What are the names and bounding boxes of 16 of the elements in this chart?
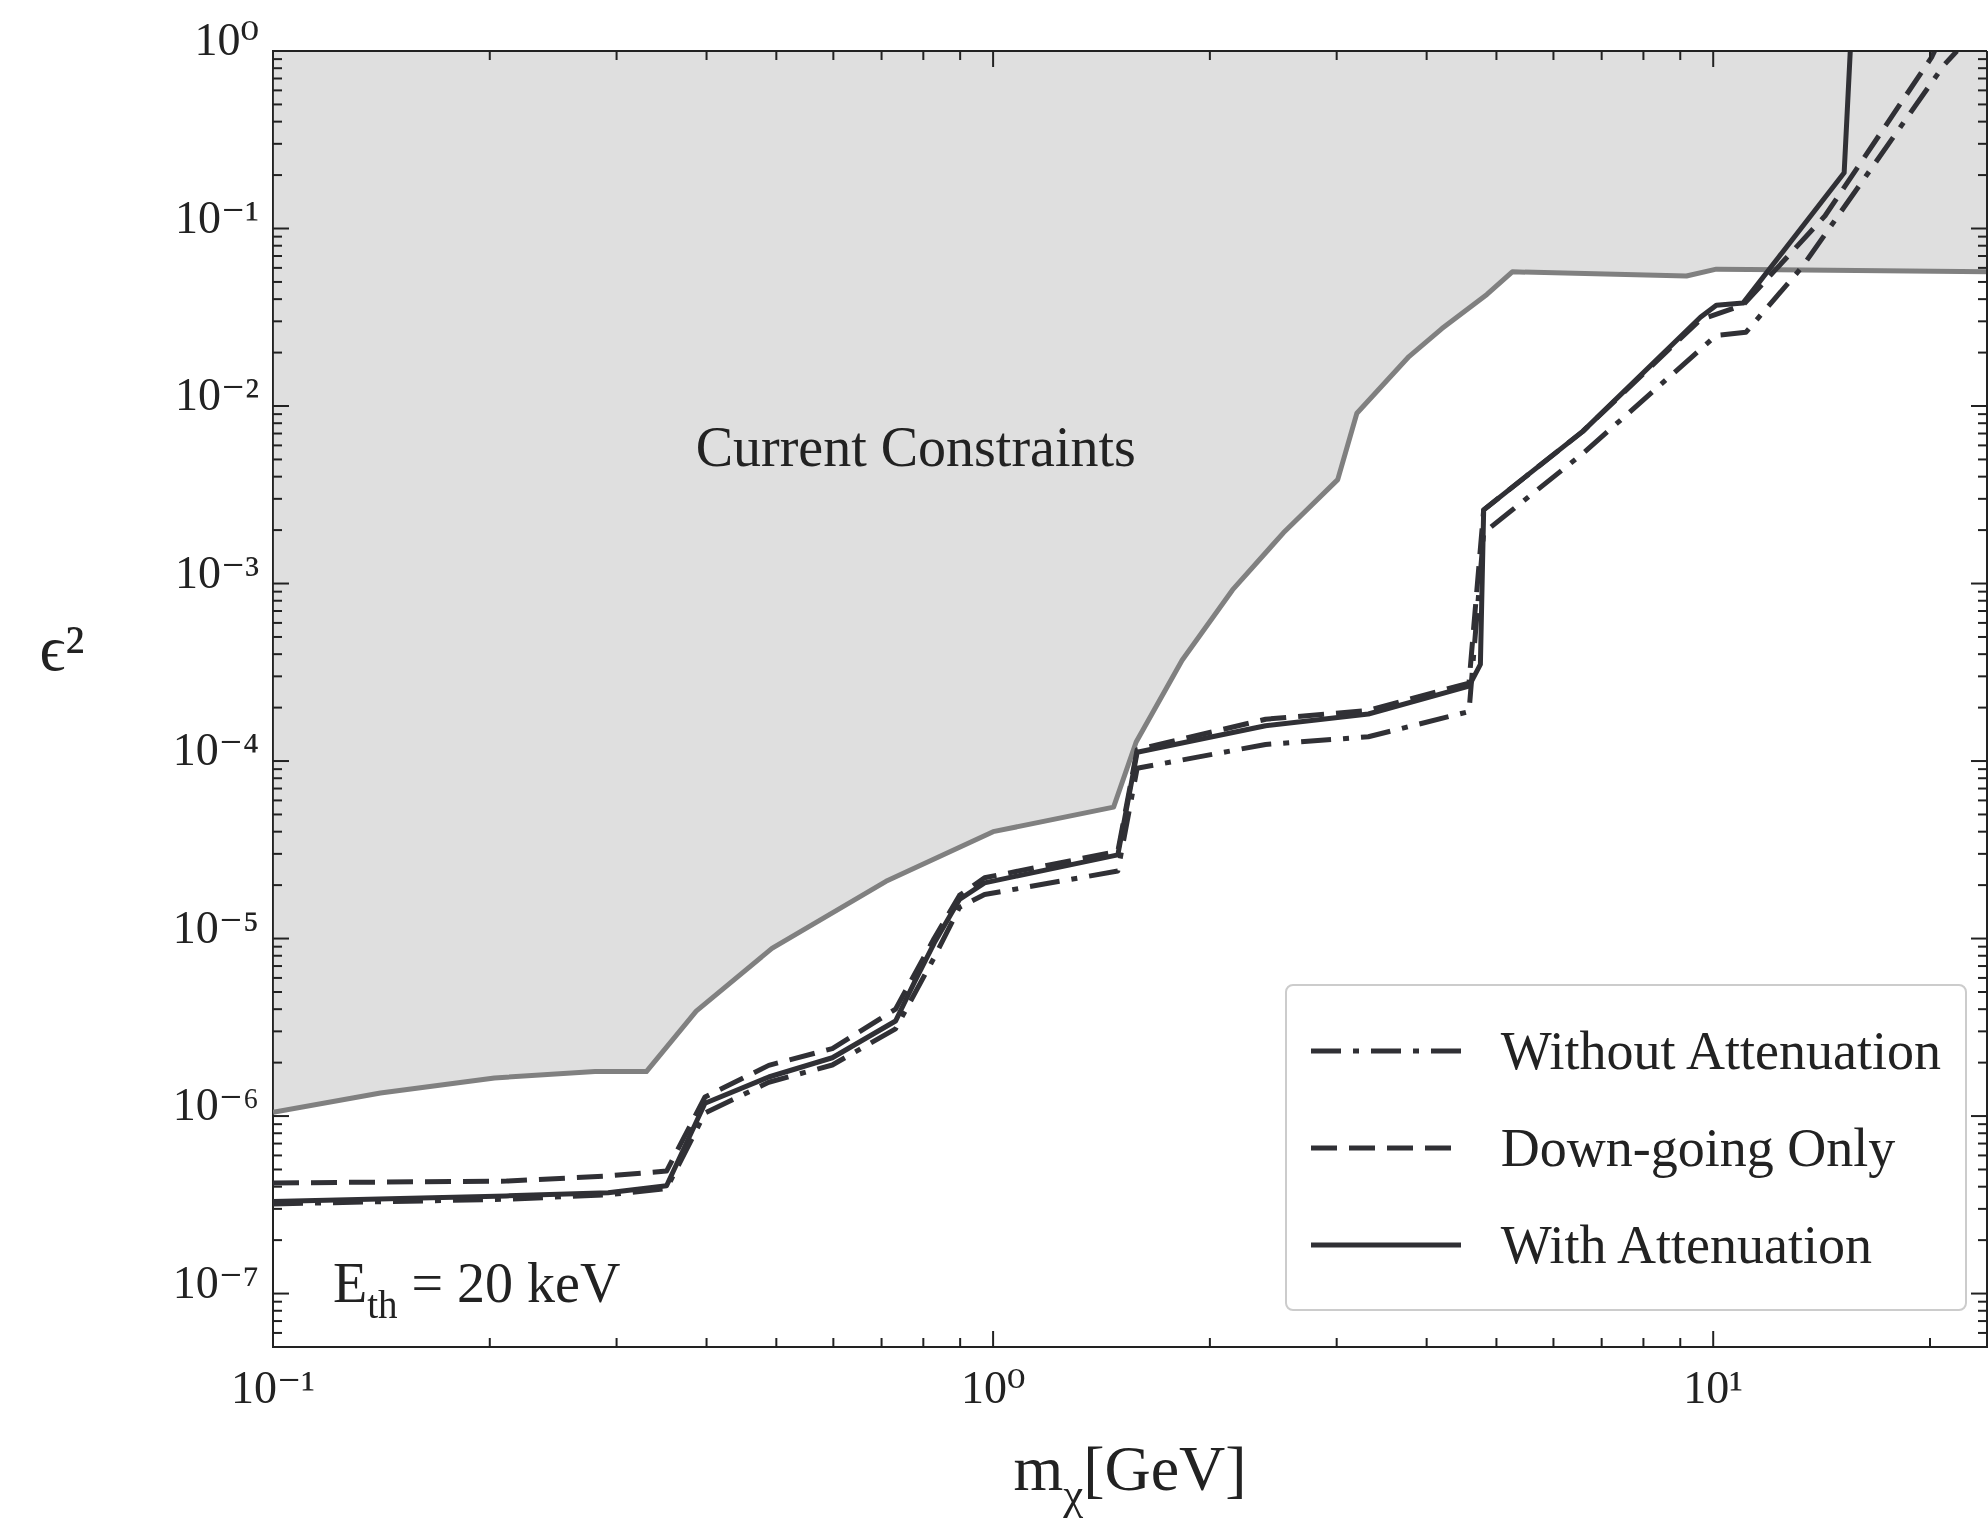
y-tick-label: 10⁻⁴ xyxy=(172,724,259,776)
x-tick-label: 10¹ xyxy=(1683,1361,1744,1413)
y-tick-label: 10⁻³ xyxy=(174,546,259,598)
y-tick-label: 10⁻⁶ xyxy=(172,1079,259,1131)
legend-label: With Attenuation xyxy=(1500,1213,1872,1276)
y-tick-label: 10⁻⁷ xyxy=(172,1256,259,1308)
y-tick-label: 10⁻⁵ xyxy=(172,901,259,953)
y-tick-label: 10⁰ xyxy=(194,14,259,66)
x-tick-label: 10⁻¹ xyxy=(230,1361,316,1413)
x-tick-label: 10⁰ xyxy=(960,1361,1026,1413)
legend-label: Down-going Only xyxy=(1500,1116,1896,1179)
y-tick-label: 10⁻¹ xyxy=(174,191,259,243)
y-tick-label: 10⁻² xyxy=(174,369,259,421)
legend-label: Without Attenuation xyxy=(1500,1019,1941,1082)
y-axis-title: ϵ² xyxy=(39,613,85,684)
annotation: Current Constraints xyxy=(695,415,1136,478)
